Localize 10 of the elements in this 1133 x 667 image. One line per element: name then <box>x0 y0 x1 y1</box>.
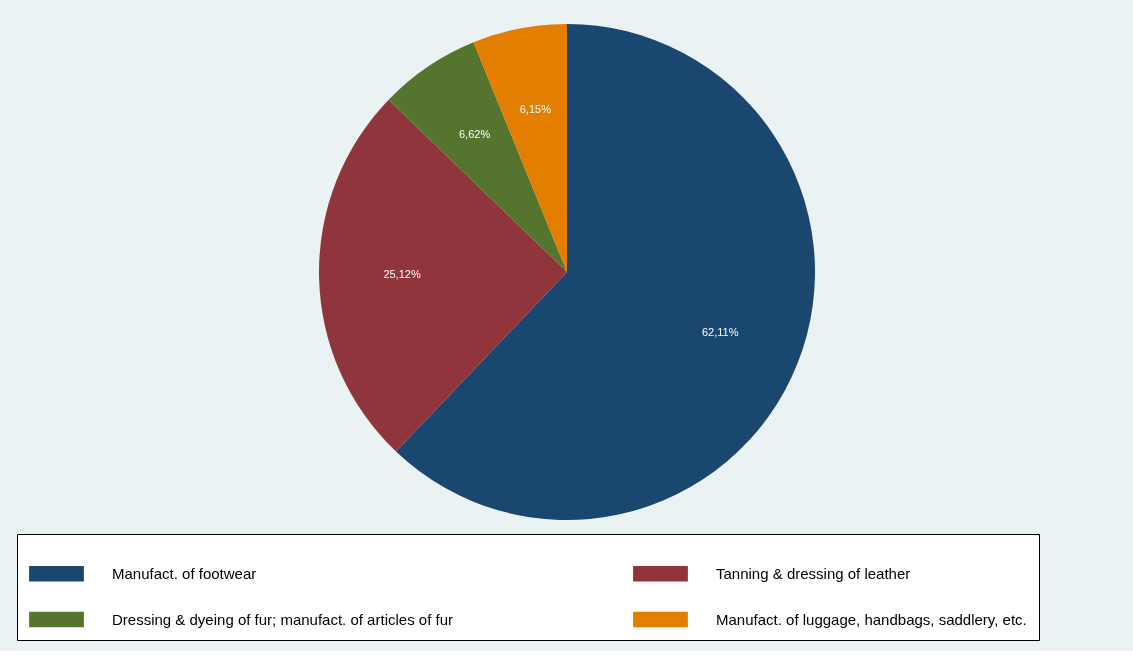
data-label: 6,62% <box>459 128 491 141</box>
data-label: 6,15% <box>519 103 552 116</box>
pie-slice <box>388 42 567 272</box>
legend-label: Dressing & dyeing of fur; manufact. of articles of fur <box>112 610 453 628</box>
data-label: 25,12% <box>383 268 421 281</box>
legend-label: Manufact. of luggage, handbags, saddlery, etc. <box>716 610 1027 628</box>
pie-slice <box>319 99 567 452</box>
legend-label: Manufact. of footwear <box>112 564 257 582</box>
data-label: 62,11% <box>701 326 739 339</box>
legend-label: Tanning & dressing of leather <box>716 564 911 582</box>
